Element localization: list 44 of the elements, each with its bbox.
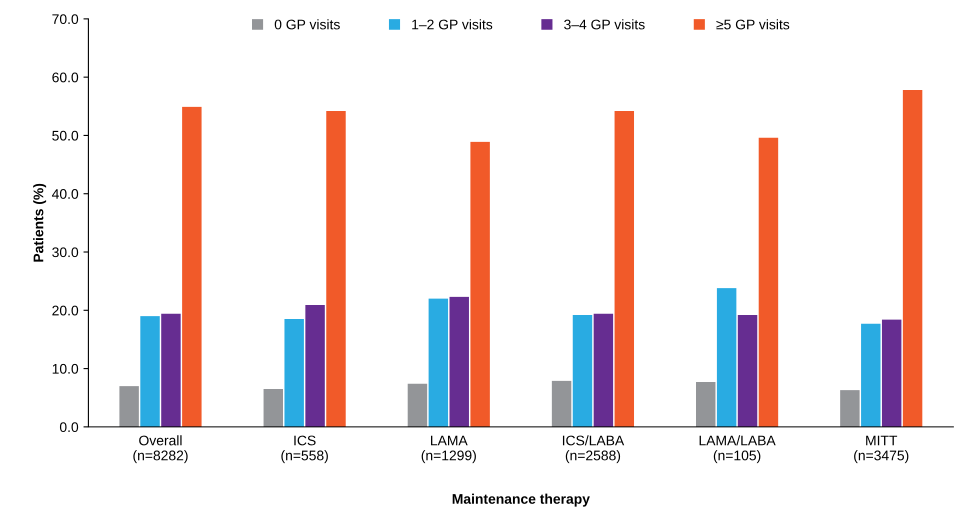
bar xyxy=(450,296,469,427)
bar xyxy=(738,314,758,427)
y-tick-label: 20.0 xyxy=(52,306,78,316)
x-axis-title: Maintenance therapy xyxy=(452,494,590,507)
y-tick-label: 60.0 xyxy=(52,72,78,82)
bar xyxy=(594,314,614,427)
bar xyxy=(758,138,778,427)
bar xyxy=(614,110,634,427)
bar xyxy=(284,319,304,427)
bar xyxy=(470,142,490,427)
bar xyxy=(716,288,736,427)
legend-label: 3–4 GP visits xyxy=(564,19,645,30)
bar xyxy=(882,320,902,427)
bar xyxy=(119,386,139,427)
bar xyxy=(161,314,181,427)
bar xyxy=(840,390,860,427)
legend-label: 1–2 GP visits xyxy=(412,19,492,30)
bar xyxy=(326,110,346,427)
bar xyxy=(572,314,592,427)
bar xyxy=(408,384,428,427)
bar xyxy=(140,316,160,427)
legend-label: 0 GP visits xyxy=(274,19,340,30)
x-tick-label: LAMA (n=1299) xyxy=(422,436,476,464)
y-tick-label: 40.0 xyxy=(52,189,78,199)
x-tick-label: LAMA/LABA (n=105) xyxy=(700,435,776,464)
bar xyxy=(902,90,922,427)
x-tick-label: MITT (n=3475) xyxy=(854,436,908,464)
bar xyxy=(305,305,325,427)
bar xyxy=(696,382,716,427)
bar xyxy=(182,106,202,427)
bar xyxy=(264,388,284,427)
y-axis-title: Patients (%) xyxy=(33,184,46,262)
y-tick-label: 10.0 xyxy=(52,364,78,374)
bar xyxy=(428,298,448,427)
y-tick-label: 50.0 xyxy=(52,130,78,141)
legend-label: ≥5 GP visits xyxy=(716,19,790,30)
bar xyxy=(861,324,881,427)
x-tick-label: Overall (n=8282) xyxy=(133,435,188,464)
y-tick-label: 70.0 xyxy=(52,14,78,24)
y-tick-label: 30.0 xyxy=(52,247,78,258)
x-tick-label: ICS/LABA (n=2588) xyxy=(562,435,624,464)
bar xyxy=(552,380,572,427)
x-tick-label: ICS (n=558) xyxy=(281,436,328,464)
y-tick-label: 0.0 xyxy=(60,422,78,432)
